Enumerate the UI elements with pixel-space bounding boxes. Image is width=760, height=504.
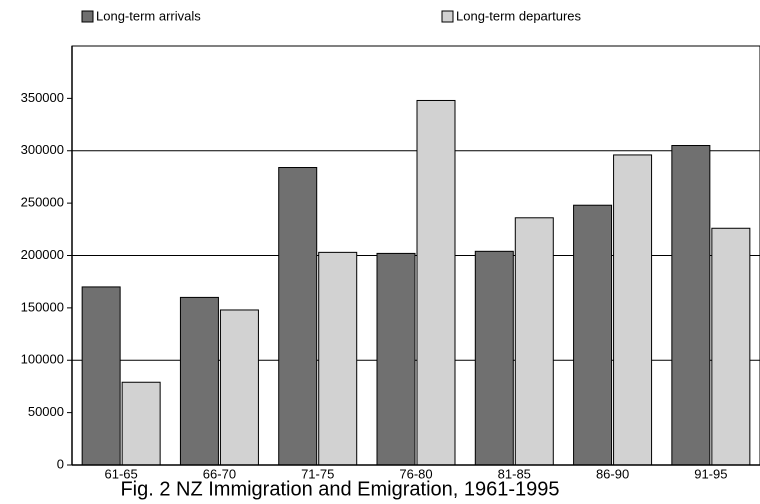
- y-tick-label: 150000: [21, 299, 64, 314]
- y-tick-label: 250000: [21, 195, 64, 210]
- x-tick-label: 61-65: [105, 466, 138, 481]
- bar: [474, 250, 514, 466]
- x-tick-label: 76-80: [399, 466, 432, 481]
- y-tick-label: 200000: [21, 247, 64, 262]
- bar: [376, 252, 416, 466]
- y-tick-label: 350000: [21, 90, 64, 105]
- bar: [613, 154, 653, 466]
- legend-label: Long-term arrivals: [96, 8, 201, 23]
- x-tick-label: 66-70: [203, 466, 236, 481]
- x-tick-label: 71-75: [301, 466, 334, 481]
- bar: [416, 99, 456, 466]
- bar: [219, 309, 259, 466]
- legend-swatch: [441, 10, 454, 23]
- legend-label: Long-term departures: [456, 8, 582, 23]
- bar: [514, 217, 554, 466]
- bar: [278, 167, 318, 466]
- y-tick-label: 300000: [21, 142, 64, 157]
- y-tick-label: 50000: [28, 404, 64, 419]
- chart-title: Fig. 2 NZ Immigration and Emigration, 19…: [120, 478, 559, 500]
- x-tick-label: 86-90: [596, 466, 629, 481]
- bar: [121, 381, 161, 466]
- bar: [711, 227, 751, 466]
- bar: [573, 204, 613, 466]
- x-tick-label: 81-85: [498, 466, 531, 481]
- y-tick-label: 0: [57, 456, 64, 471]
- bar: [179, 296, 219, 466]
- y-tick-label: 100000: [21, 352, 64, 367]
- bar: [671, 145, 711, 466]
- x-tick-label: 91-95: [694, 466, 727, 481]
- legend-swatch: [81, 10, 94, 23]
- bar: [81, 286, 121, 466]
- bar: [318, 251, 358, 466]
